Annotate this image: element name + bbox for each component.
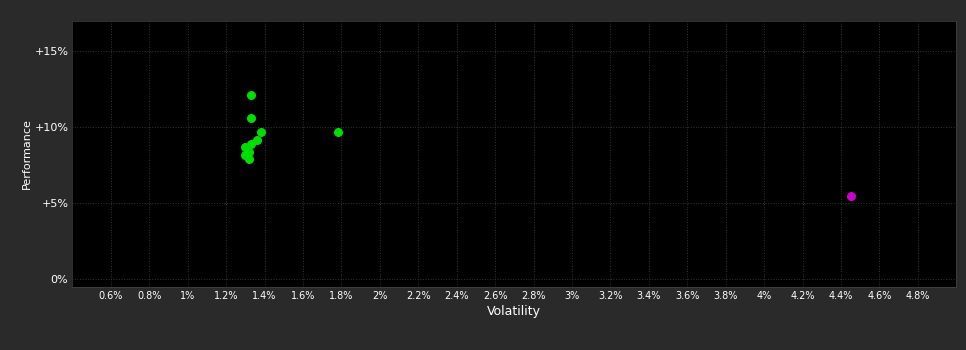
Point xyxy=(243,141,259,147)
Point xyxy=(243,93,259,98)
Point xyxy=(242,156,257,162)
Point xyxy=(843,193,859,198)
Point xyxy=(253,129,269,135)
Point xyxy=(238,144,253,150)
Point xyxy=(242,149,257,154)
Point xyxy=(329,129,346,135)
Point xyxy=(238,152,253,158)
Y-axis label: Performance: Performance xyxy=(21,119,32,189)
X-axis label: Volatility: Volatility xyxy=(488,305,541,318)
Point xyxy=(249,137,265,142)
Point xyxy=(243,116,259,121)
